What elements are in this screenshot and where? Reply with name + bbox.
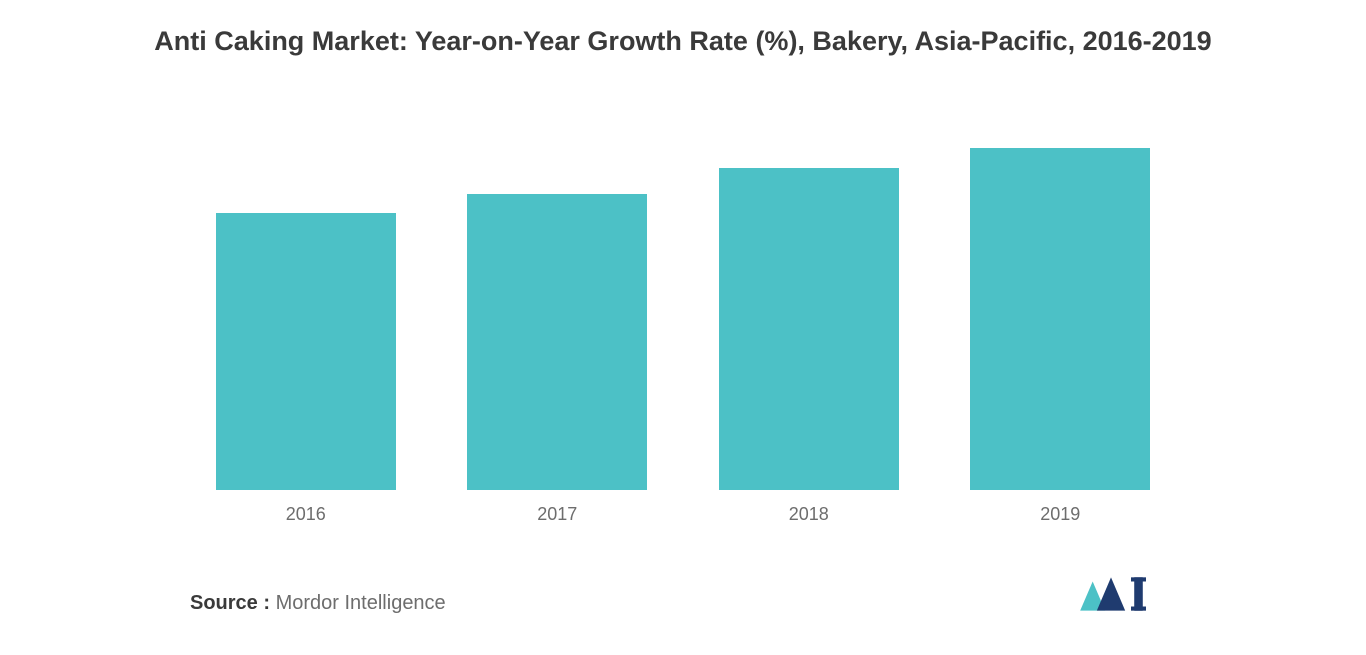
chart-title: Anti Caking Market: Year-on-Year Growth … [40,26,1326,57]
mordor-logo-icon [1076,573,1176,615]
chart-plot-area: 2016 2017 2018 2019 [40,97,1326,525]
logo-svg [1076,573,1176,615]
bar [467,194,647,490]
bar-group: 2018 [683,97,935,525]
bar-group: 2016 [180,97,432,525]
source-label: Source : [190,592,270,614]
chart-footer: Source : Mordor Intelligence [40,533,1326,625]
bar-category-label: 2019 [1040,504,1080,525]
bar-category-label: 2018 [789,504,829,525]
source-attribution: Source : Mordor Intelligence [190,592,446,615]
bar-category-label: 2017 [537,504,577,525]
bar [216,213,396,491]
chart-container: Anti Caking Market: Year-on-Year Growth … [0,0,1366,655]
bar [970,148,1150,490]
bar-group: 2019 [935,97,1187,525]
bar [719,168,899,490]
source-value: Mordor Intelligence [276,592,446,614]
bar-group: 2017 [432,97,684,525]
bar-category-label: 2016 [286,504,326,525]
